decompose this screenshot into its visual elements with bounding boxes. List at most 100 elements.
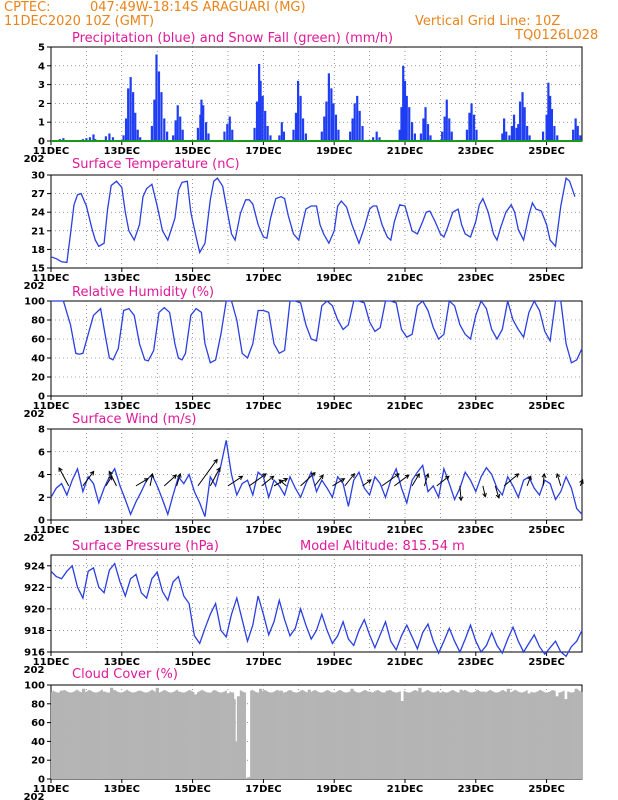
cloud-bar (160, 691, 162, 779)
precip-bar (153, 99, 156, 141)
cloud-bar (577, 690, 580, 779)
cloud-bar (334, 692, 336, 779)
precip-bar (550, 109, 554, 141)
wind-arrow (579, 479, 584, 487)
rh-xtick-label: 23DEC (458, 401, 494, 412)
cloud-bar (80, 692, 83, 779)
cloud-bar (407, 692, 410, 779)
cloud-bar (453, 690, 456, 779)
temp-xtick-label: 15DEC (174, 273, 210, 284)
wind-arrow-head (238, 475, 244, 481)
cloud-bar (167, 692, 170, 779)
cloud-bar (244, 692, 246, 779)
cloud-bar (558, 692, 561, 779)
precip-bar (512, 114, 516, 141)
cloud-panel: 0 20 40 60 80 100 11DEC 13DEC 15DEC 17DEC 19DEC 21D… (24, 667, 583, 800)
cloud-bar (350, 688, 353, 779)
precip-bar (470, 103, 473, 141)
cloud-bar (208, 692, 211, 779)
precip-bar (503, 118, 506, 141)
wind-arrow-head (319, 474, 324, 480)
cloud-bar (465, 690, 468, 779)
cloud-bar (326, 689, 329, 779)
rh-xtick-label: 11DEC (33, 401, 69, 412)
cloud-ytick-label: 40 (31, 737, 45, 748)
cloud-bar (186, 691, 189, 779)
precip-xtick-label: 19DEC (316, 146, 352, 157)
cloud-bar (158, 692, 161, 779)
wind-arrow (423, 473, 429, 487)
cloud-bar (461, 689, 463, 779)
cloud-bar (199, 690, 202, 779)
precip-bar (337, 129, 340, 141)
precip-bar (124, 118, 128, 141)
cloud-bar (431, 692, 434, 779)
wind-line (50, 440, 583, 517)
cloud-title: Cloud Cover (%) (72, 667, 178, 682)
cloud-bar (462, 690, 465, 779)
precip-bar (85, 138, 88, 141)
cloud-bar (163, 690, 165, 779)
wind-arrow (482, 485, 486, 497)
precip-bar (378, 137, 381, 141)
cloud-bar (332, 692, 335, 779)
precip-bar (174, 120, 177, 141)
cloud-bar (427, 689, 429, 779)
cloud-bar (486, 691, 488, 779)
precip-bar (62, 138, 65, 141)
wind-arrow (163, 474, 177, 487)
wind-year-label: 202 (24, 533, 45, 544)
cloud-bar (351, 688, 354, 779)
wind-arrow-head (366, 479, 372, 484)
cloud-bar (450, 690, 453, 779)
cloud-bar (278, 690, 280, 779)
cloud-bar (499, 691, 502, 779)
header-run: 11DEC2020 10Z (GMT) (4, 14, 154, 29)
wind-xtick-label: 13DEC (104, 525, 140, 536)
cloud-bar (112, 690, 115, 779)
cloud-bar (263, 690, 266, 779)
precip-bar (304, 133, 307, 141)
cloud-bar (245, 778, 248, 779)
cloud-xtick-label: 25DEC (528, 784, 564, 795)
cloud-bar (567, 691, 570, 779)
cloud-bar (447, 692, 450, 779)
wind-ytick-label: 8 (38, 425, 45, 436)
cloud-bar (403, 690, 406, 779)
precip-bar (403, 80, 407, 141)
press-panel: 916 918 920 922 924 11DEC 13DEC 15DEC 17DEC 19DEC… (24, 539, 583, 676)
cloud-bar (353, 690, 356, 779)
precip-bar (166, 131, 169, 141)
precip-bar (255, 101, 259, 141)
precip-bar (330, 88, 333, 141)
precip-bar (361, 125, 364, 141)
precip-bar (160, 92, 163, 141)
cloud-xtick-label: 15DEC (174, 784, 210, 795)
cloud-bar (53, 691, 56, 779)
cloud-bar (347, 692, 350, 779)
cloud-bar (118, 692, 121, 779)
precip-bar (111, 137, 115, 141)
cloud-bar (542, 691, 544, 779)
cloud-xtick-label: 13DEC (104, 784, 140, 795)
wind-arrow (362, 479, 372, 487)
cloud-bar (121, 692, 124, 779)
precip-ytick-label: 4 (38, 61, 45, 72)
rh-panel: 0 20 40 60 80 100 11DEC 13DEC 15DEC 17DEC 19DEC 21D… (24, 285, 583, 420)
cloud-bar (74, 690, 77, 779)
precip-bar (136, 129, 139, 141)
precip-bar (325, 101, 328, 141)
cloud-bar (272, 692, 275, 779)
cloud-bar (328, 690, 331, 779)
cloud-bar (521, 692, 524, 779)
header-model-code: TQ0126L028 (514, 28, 598, 43)
precip-xtick-label: 11DEC (33, 146, 69, 157)
cloud-bar (471, 692, 474, 779)
cloud-bar (366, 691, 369, 779)
precip-bar (226, 124, 229, 141)
wind-arrow (459, 485, 462, 501)
wind-arrow-head (58, 466, 63, 472)
cloud-bar (555, 696, 558, 779)
cloud-bar (242, 692, 245, 779)
cloud-bar (320, 692, 323, 779)
